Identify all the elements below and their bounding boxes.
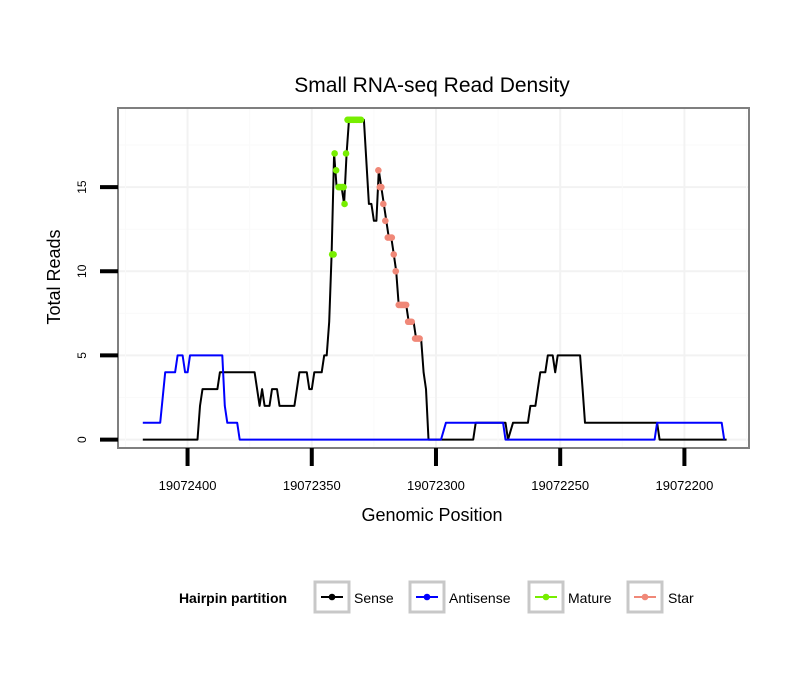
y-axis-label: Total Reads <box>44 229 64 324</box>
legend: Hairpin partition Sense Antisense Mature St… <box>179 580 694 614</box>
chart-title: Small RNA-seq Read Density <box>294 74 570 97</box>
y-tick-label: 5 <box>75 352 89 359</box>
star-point <box>392 267 400 275</box>
legend-dot-antisense <box>423 593 431 601</box>
legend-dot-star <box>641 593 649 601</box>
legend-title: Hairpin partition <box>179 590 287 606</box>
partition-markers <box>328 116 423 342</box>
mature-point <box>331 150 338 157</box>
x-tick-label: 19072400 <box>159 478 217 493</box>
y-tick-label: 0 <box>75 436 89 443</box>
grid <box>118 108 749 448</box>
star-point <box>402 301 410 309</box>
legend-dot-sense <box>328 593 336 601</box>
mature-point <box>342 150 350 157</box>
series-line-sense <box>142 118 727 441</box>
mature-point <box>330 251 337 258</box>
x-tick-label: 19072200 <box>655 478 713 493</box>
legend-label-antisense: Antisense <box>449 590 511 606</box>
y-axis: 0 5 10 15 <box>75 180 118 443</box>
legend-label-mature: Mature <box>568 590 612 606</box>
star-point <box>408 318 415 326</box>
legend-dot-mature <box>542 593 550 601</box>
x-axis: 19072400 19072350 19072300 19072250 19072200 <box>159 448 713 493</box>
star-point <box>390 251 398 258</box>
mature-point <box>340 183 347 191</box>
y-tick-label: 15 <box>75 180 89 194</box>
x-tick-label: 19072250 <box>531 478 589 493</box>
x-axis-label: Genomic Position <box>361 505 502 525</box>
star-point <box>380 200 387 208</box>
star-point <box>416 335 423 342</box>
y-tick-label: 10 <box>75 264 89 278</box>
x-tick-label: 19072300 <box>407 478 465 493</box>
plot-panel <box>117 107 750 449</box>
series-lines <box>142 118 727 441</box>
x-tick-label: 19072350 <box>283 478 341 493</box>
legend-label-star: Star <box>668 590 694 606</box>
series-line-antisense <box>142 354 726 441</box>
mature-point <box>341 200 348 208</box>
mature-point <box>332 166 340 174</box>
star-point <box>382 217 389 225</box>
legend-label-sense: Sense <box>354 590 394 606</box>
star-point <box>378 183 385 191</box>
star-point <box>375 166 382 174</box>
mature-point <box>357 116 365 124</box>
star-point <box>388 234 396 241</box>
